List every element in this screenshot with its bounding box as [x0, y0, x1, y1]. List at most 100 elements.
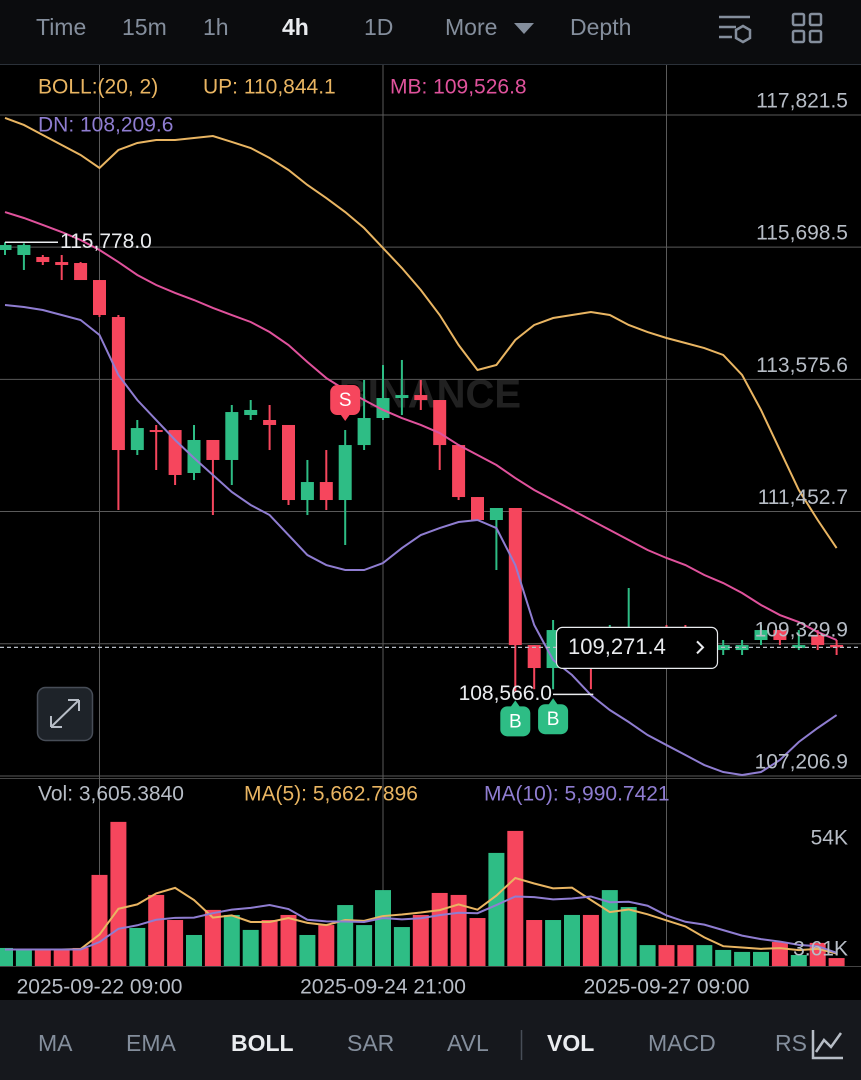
- volume-bar: [299, 934, 316, 966]
- overlay-layer: Time 15m 1h 4h 1D More Depth 117,821.5 115,698.5…: [5, 14, 848, 999]
- volume-bar: [337, 905, 354, 966]
- candle-body: [74, 263, 88, 281]
- y-tick-label: 109,329.9: [755, 618, 848, 641]
- indicator-tab[interactable]: SAR: [347, 1030, 394, 1056]
- volume-bar: [771, 942, 788, 966]
- candle-body: [773, 630, 787, 641]
- volume-bar: [431, 892, 448, 966]
- candle-body: [471, 497, 484, 521]
- candle-body: [357, 418, 371, 446]
- indicator-line: [5, 876, 837, 955]
- candle-body: [187, 439, 201, 473]
- volume-bar: [356, 925, 373, 966]
- candle-body: [225, 412, 239, 460]
- volume-bar: [393, 927, 410, 966]
- timeframe-tab[interactable]: 1D: [364, 14, 393, 40]
- high-label: 115,778.0: [60, 230, 152, 253]
- indicator-tab[interactable]: RS: [775, 1030, 807, 1056]
- volume-bar: [620, 907, 637, 966]
- candle-body: [149, 430, 163, 433]
- candle-body: [754, 630, 768, 641]
- volume-bar: [564, 914, 580, 966]
- candle-body: [93, 280, 106, 316]
- timeframe-tab[interactable]: More: [445, 14, 497, 40]
- marker-tip: [510, 700, 521, 708]
- dropdown-caret: [514, 23, 534, 34]
- timeframe-tab[interactable]: 1h: [203, 14, 229, 40]
- indicator-line: [5, 895, 837, 954]
- candle-body: [508, 507, 522, 646]
- volume-bar: [204, 909, 221, 966]
- timeframe-tab[interactable]: 4h: [282, 14, 309, 40]
- candle-body: [338, 445, 352, 501]
- candle-body: [244, 409, 258, 416]
- volume-bar: [0, 947, 13, 966]
- volume-bar: [545, 920, 562, 966]
- volume-bar: [223, 914, 240, 966]
- indicator-tab[interactable]: MA: [38, 1030, 73, 1056]
- timeframe-tab[interactable]: Time: [36, 14, 86, 40]
- icon-square: [791, 29, 806, 44]
- volume-bar: [715, 949, 732, 966]
- candle-body: [206, 439, 220, 460]
- timeframe-tab[interactable]: 15m: [122, 14, 167, 40]
- last-price-label[interactable]: 109,271.4: [568, 634, 666, 659]
- candle-body: [36, 256, 50, 263]
- volume-bar: [242, 929, 259, 966]
- expand-arrows: [50, 699, 80, 728]
- volume-bar: [507, 830, 524, 966]
- settings-icon[interactable]: [719, 15, 752, 44]
- icon-square: [808, 12, 823, 27]
- grid-layer: MA EMA BOLL SAR AVL VOL MACD RS BINANCE: [0, 65, 861, 1056]
- trade-marker: [330, 385, 361, 416]
- y-tick-label: 115,698.5: [756, 222, 848, 245]
- volume-bar: [280, 914, 297, 966]
- volume-bar: [167, 920, 184, 966]
- candle-body: [489, 507, 503, 521]
- candle-body: [55, 262, 69, 266]
- volume-bar: [261, 920, 278, 966]
- candle-body: [395, 395, 409, 399]
- indicator-tab[interactable]: BOLL: [231, 1030, 294, 1056]
- marker-tip: [548, 698, 559, 706]
- trade-marker-label: B: [509, 711, 522, 732]
- candle-body: [527, 645, 541, 669]
- marker-tip: [340, 414, 351, 422]
- bottom-bar: [0, 1000, 861, 1080]
- candle-body: [111, 317, 125, 451]
- y-tick-label: 3.61K: [793, 938, 848, 961]
- volume-bar: [15, 949, 32, 966]
- expand-button[interactable]: [36, 686, 94, 742]
- indicator-tab[interactable]: VOL: [547, 1030, 594, 1056]
- indicator-label: BOLL:(20, 2): [38, 76, 158, 99]
- y-tick-label: 107,206.9: [755, 750, 848, 773]
- icon-path: [811, 1030, 843, 1060]
- volume-bar: [734, 951, 751, 966]
- candle-body: [433, 400, 447, 446]
- layout-icon[interactable]: [791, 12, 823, 44]
- volume-bar: [72, 947, 89, 966]
- candle-body: [414, 395, 428, 401]
- legend-entry: DN: 108,209.6: [38, 114, 173, 137]
- timeframe-tab[interactable]: Depth: [570, 14, 631, 40]
- volume-bar: [488, 852, 505, 966]
- candle-body: [168, 430, 182, 475]
- indicator-tab[interactable]: MACD: [648, 1030, 716, 1056]
- volume-bar: [639, 945, 656, 966]
- candle-body: [300, 482, 314, 501]
- trade-marker-label: S: [339, 390, 352, 411]
- legend-entry: UP: 110,844.1: [203, 76, 336, 99]
- candle-body: [792, 645, 806, 649]
- candle-body: [811, 635, 825, 646]
- indicator-line: [4, 211, 837, 641]
- y-tick-label: 117,821.5: [756, 90, 848, 113]
- chart-icon[interactable]: [800, 1024, 861, 1068]
- indicator-tab[interactable]: AVL: [447, 1030, 489, 1056]
- legend-entry: MA(5): 5,662.7896: [244, 783, 418, 806]
- x-tick-label: 2025-09-27 09:00: [584, 976, 750, 999]
- indicator-line: [4, 117, 838, 549]
- last-price-box[interactable]: [555, 626, 719, 669]
- indicator-tab[interactable]: EMA: [126, 1030, 177, 1056]
- last-price-chevron: [696, 640, 705, 655]
